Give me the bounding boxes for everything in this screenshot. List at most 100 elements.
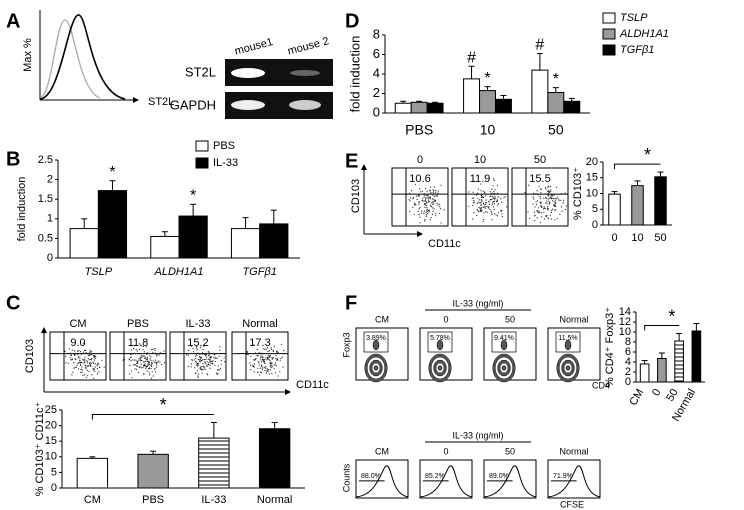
event-dot: [87, 374, 89, 376]
histogram-curve: [39, 19, 101, 99]
event-dot: [136, 365, 138, 367]
event-dot: [150, 364, 152, 366]
event-dot: [198, 359, 200, 361]
event-dot: [551, 209, 553, 212]
event-dot: [468, 205, 470, 207]
event-dot: [432, 190, 434, 192]
event-dot: [157, 360, 159, 362]
event-dot: [155, 361, 157, 363]
event-dot: [154, 368, 156, 370]
event-dot: [80, 361, 83, 364]
event-dot: [99, 352, 101, 354]
event-dot: [479, 202, 481, 204]
event-dot: [140, 359, 142, 361]
event-dot: [141, 359, 143, 362]
event-dot: [137, 372, 139, 374]
event-dot: [142, 345, 144, 348]
event-dot: [269, 356, 271, 358]
event-dot: [143, 373, 145, 375]
event-dot: [532, 203, 534, 205]
annotation: *: [484, 70, 490, 87]
gate-value: 5.78%: [430, 335, 450, 342]
event-dot: [88, 370, 90, 372]
event-dot: [74, 354, 76, 356]
event-dot: [483, 193, 485, 195]
x-label: CD11c: [296, 379, 329, 391]
event-dot: [82, 374, 84, 376]
event-dot: [423, 193, 425, 195]
event-dot: [196, 354, 198, 356]
y-tick-label: 25: [45, 404, 57, 416]
event-dot: [146, 370, 148, 372]
event-dot: [89, 361, 91, 364]
event-dot: [425, 197, 427, 199]
event-dot: [214, 357, 216, 360]
event-dot: [154, 352, 156, 354]
event-dot: [145, 358, 147, 360]
event-dot: [493, 193, 495, 195]
event-dot: [420, 191, 422, 193]
event-dot: [426, 207, 428, 209]
event-dot: [414, 203, 417, 205]
event-dot: [539, 222, 542, 224]
plot-title: 10: [474, 154, 486, 166]
event-dot: [205, 356, 208, 358]
event-dot: [483, 206, 485, 208]
event-dot: [501, 215, 503, 218]
gate-value: 11.9: [470, 173, 491, 185]
event-dot: [82, 358, 84, 360]
event-dot: [533, 198, 535, 200]
event-dot: [79, 351, 81, 353]
event-dot: [536, 190, 538, 192]
event-dot: [147, 362, 149, 364]
contour: [373, 365, 379, 371]
event-dot: [151, 363, 153, 365]
event-dot: [253, 359, 255, 361]
event-dot: [548, 193, 550, 195]
y-label: Max %: [22, 38, 34, 72]
event-dot: [67, 362, 69, 364]
event-dot: [202, 353, 204, 355]
event-dot: [199, 361, 201, 363]
plot-title: 0: [417, 154, 423, 166]
event-dot: [545, 188, 547, 190]
event-dot: [97, 362, 99, 364]
event-dot: [547, 189, 549, 191]
event-dot: [86, 376, 88, 378]
event-dot: [483, 218, 485, 220]
significance-bracket: [614, 163, 661, 170]
event-dot: [261, 358, 264, 361]
y-tick-label: 1: [47, 213, 53, 225]
x-tick-label: TGFβ1: [242, 266, 276, 278]
event-dot: [150, 365, 152, 367]
event-dot: [74, 366, 76, 368]
event-dot: [420, 212, 423, 214]
event-dot: [537, 194, 539, 196]
event-dot: [90, 359, 92, 361]
x-label: CD11c: [428, 238, 461, 250]
event-dot: [200, 357, 202, 359]
event-dot: [200, 366, 202, 368]
event-dot: [425, 204, 427, 206]
event-dot: [152, 348, 154, 350]
event-dot: [544, 187, 547, 189]
event-dot: [480, 209, 482, 211]
event-dot: [412, 206, 414, 208]
event-dot: [438, 203, 440, 205]
event-dot: [264, 369, 266, 372]
bar: [230, 228, 261, 259]
event-dot: [275, 364, 277, 366]
event-dot: [128, 359, 130, 361]
y-label: CD103: [350, 179, 362, 213]
plot-title: Normal: [242, 318, 277, 330]
event-dot: [159, 352, 161, 354]
event-dot: [197, 376, 199, 378]
event-dot: [146, 352, 148, 354]
event-dot: [197, 373, 200, 375]
event-dot: [85, 352, 87, 354]
event-dot: [155, 359, 157, 361]
x-tick-label: 10: [631, 232, 643, 244]
event-dot: [86, 360, 88, 362]
event-dot: [83, 374, 85, 376]
y-tick-label: 4: [625, 356, 631, 368]
